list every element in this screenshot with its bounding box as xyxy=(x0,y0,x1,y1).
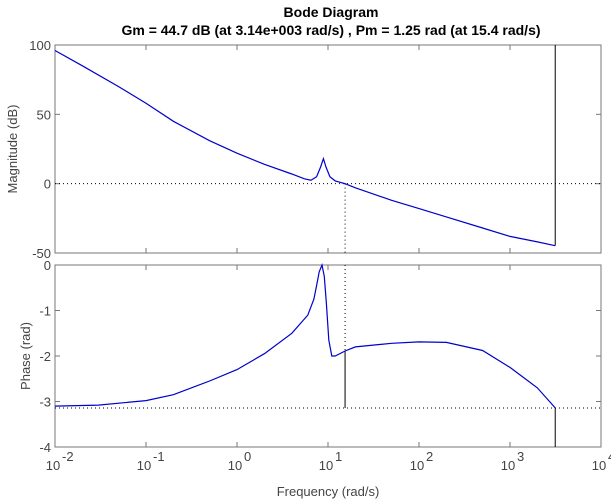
phase-response-line xyxy=(54,262,556,409)
magnitude-ytick-label: 100 xyxy=(29,38,51,53)
x-tick-exponent: -1 xyxy=(153,449,165,464)
x-tick-exponent: -2 xyxy=(62,449,74,464)
x-tick-label: 10 xyxy=(592,458,606,473)
magnitude-ytick-label: 0 xyxy=(44,177,51,192)
chart-subtitle: Gm = 44.7 dB (at 3.14e+003 rad/s) , Pm =… xyxy=(121,22,540,38)
phase-ytick-label: -1 xyxy=(39,304,51,319)
phase-plot-area xyxy=(54,264,602,448)
x-tick-exponent: 3 xyxy=(517,449,524,464)
magnitude-axis-label: Magnitude (dB) xyxy=(5,105,20,194)
magnitude-ytick-label: 50 xyxy=(37,107,51,122)
x-tick-label: 10 xyxy=(46,458,60,473)
magnitude-layer: 100 50 0 -50 xyxy=(29,38,602,261)
phase-axis-label: Phase (rad) xyxy=(18,322,33,390)
x-tick-exponent: 2 xyxy=(426,449,433,464)
magnitude-plot-area xyxy=(54,44,602,254)
magnitude-ytick-label: -50 xyxy=(32,246,51,261)
x-tick-exponent: 1 xyxy=(335,449,342,464)
phase-ytick-label: -4 xyxy=(39,440,51,455)
x-tick-label: 10 xyxy=(319,458,333,473)
phase-ytick-label: 0 xyxy=(44,258,51,273)
phase-ytick-label: -2 xyxy=(39,349,51,364)
x-tick-exponent: 4 xyxy=(608,449,611,464)
x-tick-label: 10 xyxy=(501,458,515,473)
x-tick-exponent: 0 xyxy=(244,449,251,464)
magnitude-response-line xyxy=(54,49,556,247)
x-tick-label: 10 xyxy=(228,458,242,473)
magnitude-panel: 100 50 0 -50 Magnitude (dB) xyxy=(5,38,602,261)
x-tick-label: 10 xyxy=(137,458,151,473)
x-tick-label: 10 xyxy=(410,458,424,473)
phase-ytick-label: -3 xyxy=(39,395,51,410)
x-axis-label: Frequency (rad/s) xyxy=(277,484,380,499)
phase-panel: 0 -1 -2 -3 -4 Phase (rad) xyxy=(18,258,602,455)
phase-layer: 0 -1 -2 -3 -4 xyxy=(39,258,602,455)
chart-title: Bode Diagram xyxy=(284,4,379,20)
x-tick-labels: 10-210-1100101102103104 xyxy=(46,449,611,473)
